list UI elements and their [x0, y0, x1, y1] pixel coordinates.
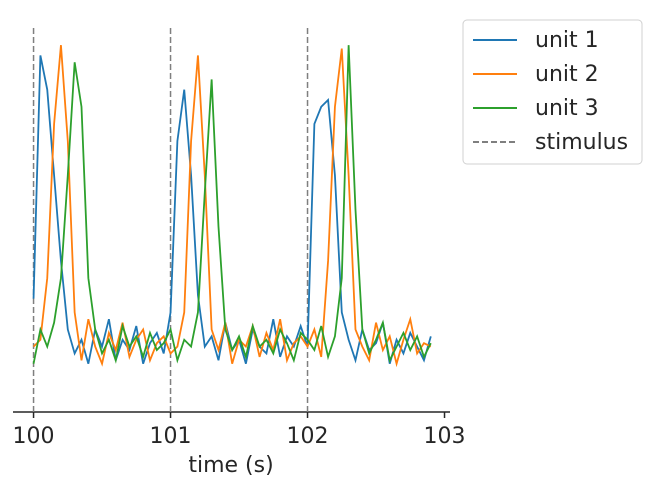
series-line [32, 45, 432, 364]
series-line [32, 45, 432, 368]
x-tick-label: 100 [13, 424, 55, 449]
legend-label: unit 1 [535, 28, 599, 53]
x-axis-label: time (s) [188, 453, 273, 478]
x-tick-label: 102 [287, 424, 329, 449]
legend-label: unit 2 [535, 62, 599, 87]
legend-label: unit 3 [535, 96, 599, 121]
x-tick-label: 103 [424, 424, 466, 449]
legend-label: stimulus [535, 130, 628, 155]
legend-box [462, 19, 643, 165]
x-tick-label: 101 [150, 424, 192, 449]
